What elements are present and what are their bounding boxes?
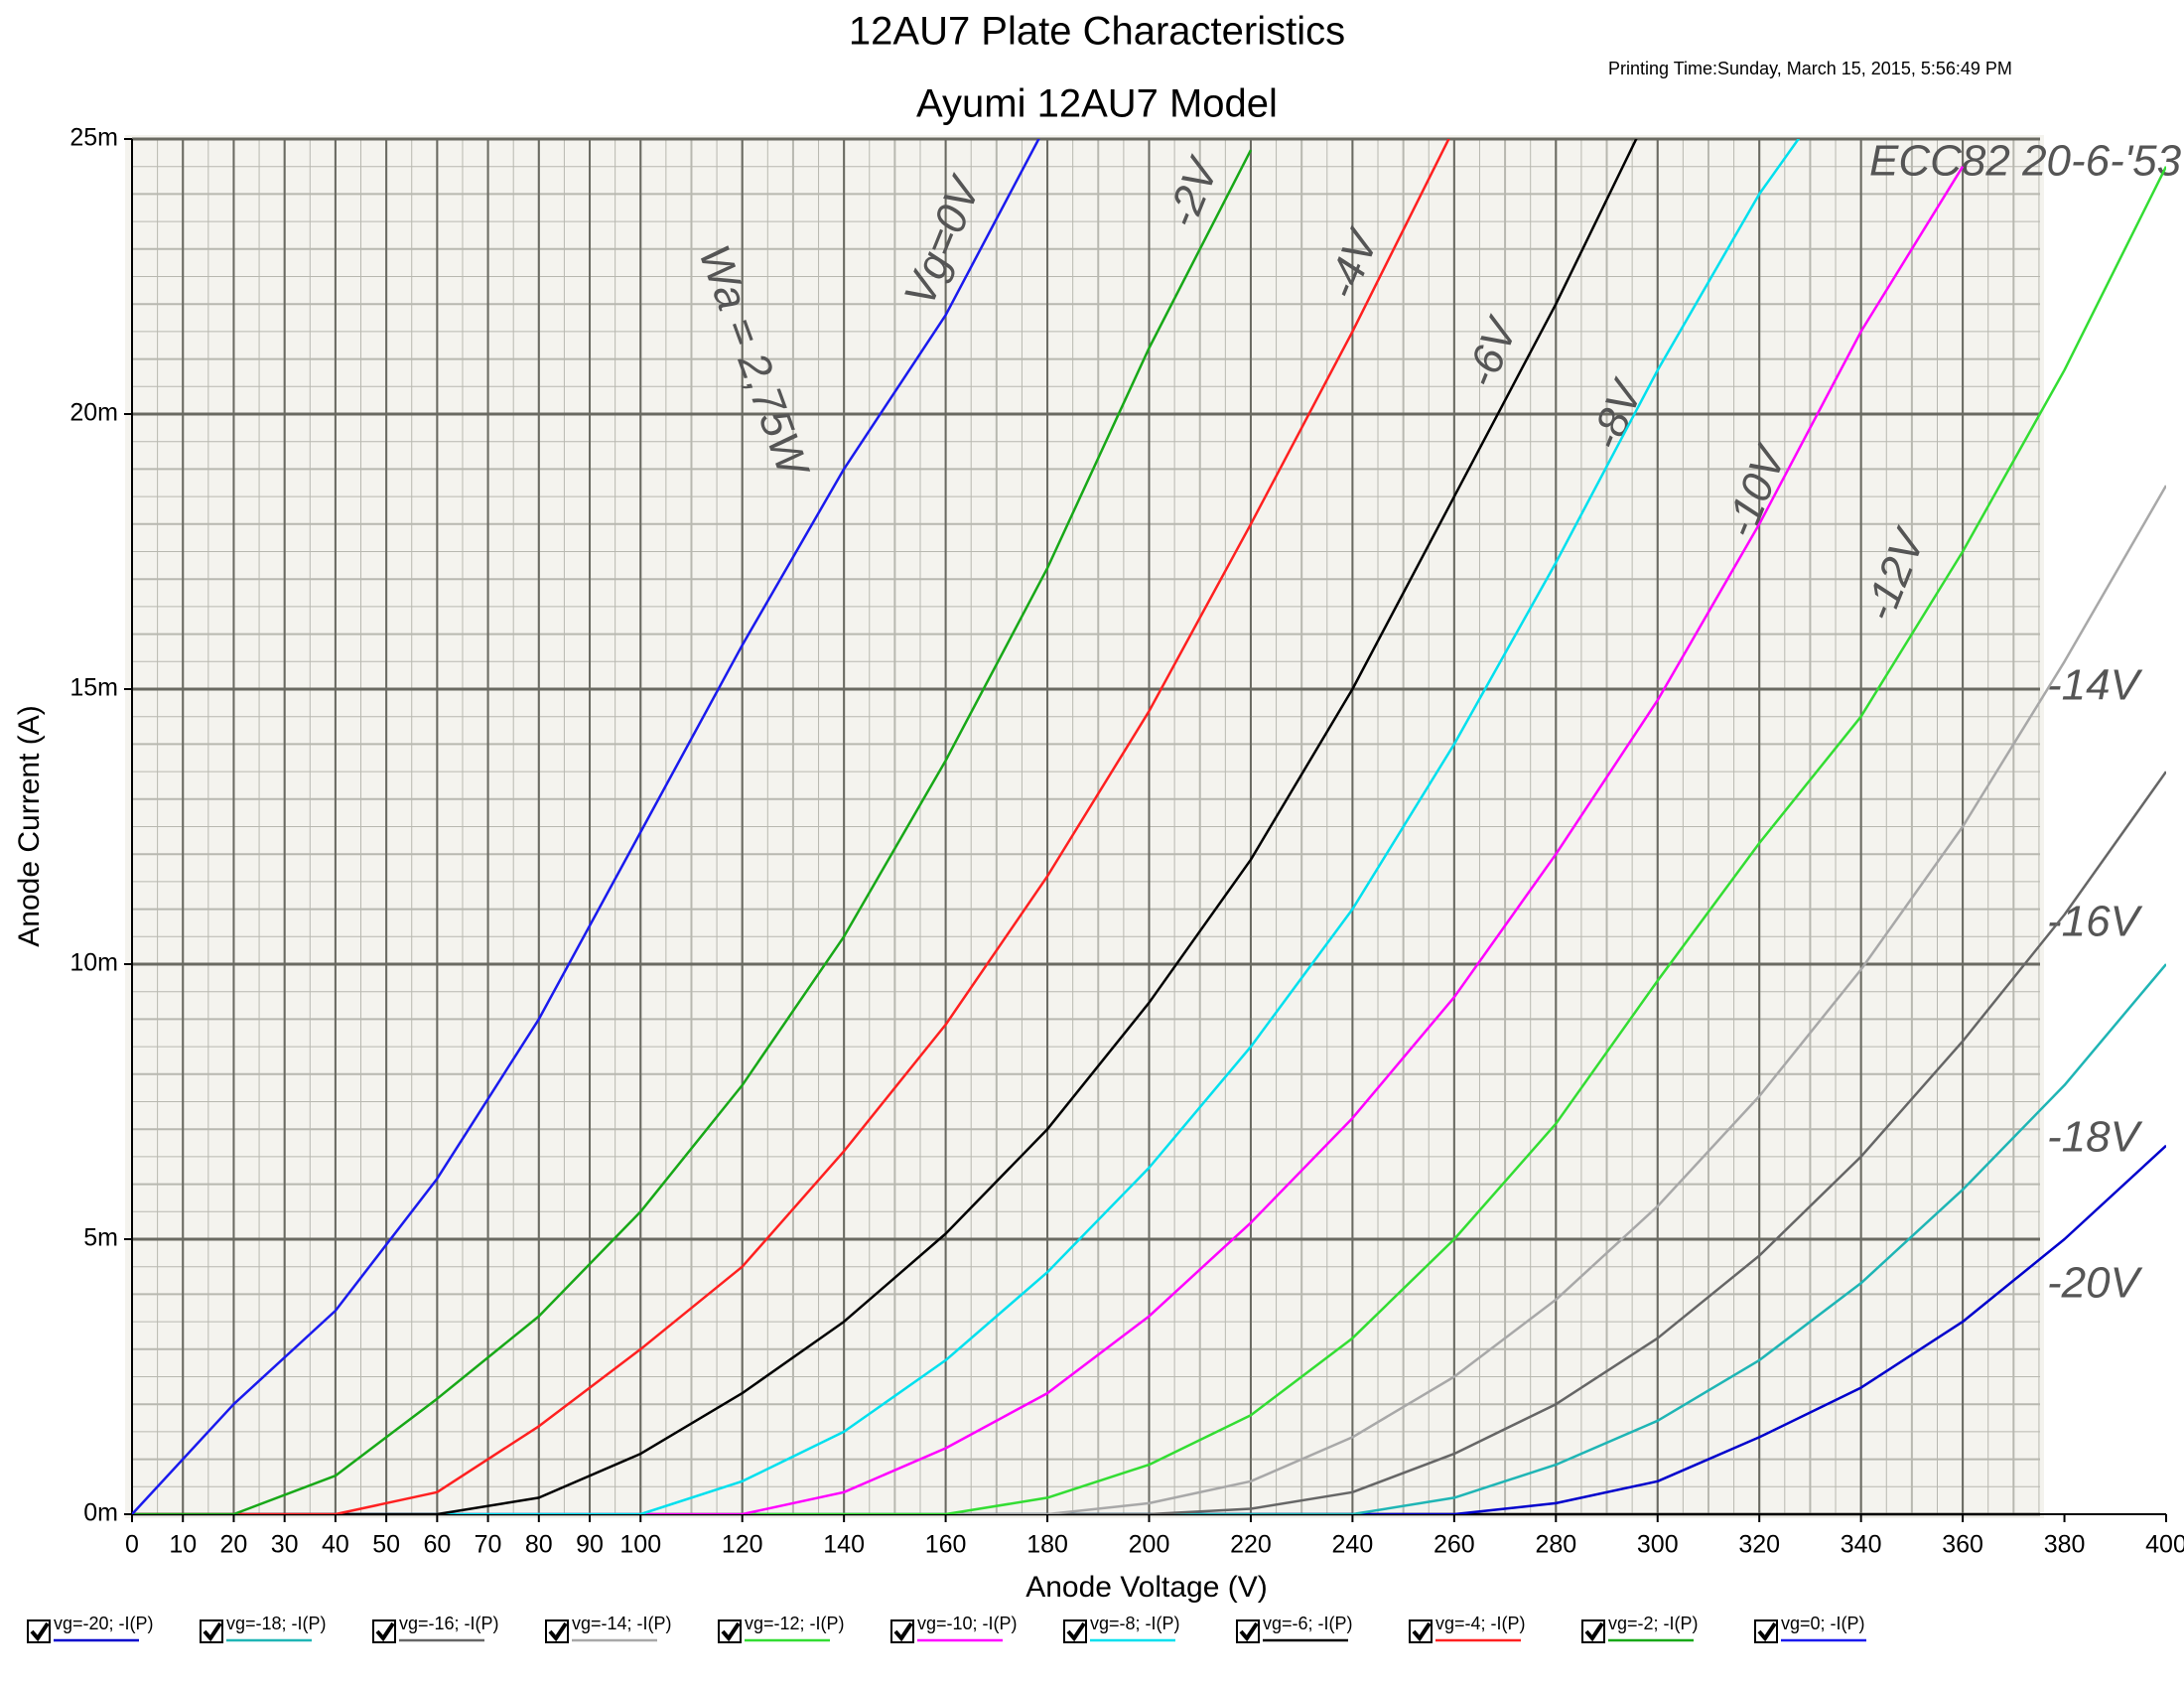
x-tick-label: 300 [1637,1531,1679,1559]
series-line [132,166,2166,1514]
x-tick-label: 120 [722,1531,763,1559]
legend-check [203,1621,222,1642]
x-tick-label: 60 [423,1531,451,1559]
series-line [132,1144,2166,1514]
x-tick-label: 180 [1026,1531,1068,1559]
legend-label: vg=-10; -I(P) [917,1614,1018,1633]
x-tick-label: 50 [372,1531,400,1559]
legend-label: vg=-4; -I(P) [1435,1614,1526,1633]
x-tick-label: 380 [2044,1531,2086,1559]
legend-label: vg=-2; -I(P) [1608,1614,1699,1633]
plot-area [132,139,2166,1514]
x-tick-label: 0 [125,1531,139,1559]
annotation: -20V [2047,1259,2143,1308]
series-line [132,771,2166,1514]
legend-check [893,1621,913,1642]
legend-check [1757,1621,1777,1642]
x-tick-label: 240 [1332,1531,1374,1559]
series-line [132,963,2166,1514]
x-tick-label: 260 [1433,1531,1475,1559]
y-axis-label: Anode Current (A) [13,705,46,946]
legend-check [375,1621,395,1642]
x-axis-label: Anode Voltage (V) [1025,1571,1268,1604]
x-tick-label: 400 [2145,1531,2184,1559]
legend-check [721,1621,741,1642]
x-tick-label: 220 [1230,1531,1272,1559]
series-line [132,485,2166,1514]
x-tick-label: 40 [322,1531,349,1559]
annotation: -16V [2047,898,2143,946]
series-line [132,149,1253,1514]
legend-label: vg=-8; -I(P) [1090,1614,1180,1633]
legend-check [30,1621,50,1642]
legend-check [1584,1621,1604,1642]
printing-time: Printing Time:Sunday, March 15, 2015, 5:… [1608,59,2012,78]
legend-label: vg=-12; -I(P) [745,1614,845,1633]
chart-subtitle: Ayumi 12AU7 Model [916,82,1278,126]
x-tick-label: 200 [1129,1531,1170,1559]
x-tick-label: 90 [576,1531,604,1559]
legend-check [1066,1621,1086,1642]
legend-label: vg=0; -I(P) [1781,1614,1865,1633]
x-tick-label: 30 [271,1531,299,1559]
series-line [132,139,1801,1514]
y-tick-label: 20m [69,399,118,427]
x-tick-label: 280 [1535,1531,1576,1559]
annotation: ECC82 20-6-'53 [1869,137,2182,186]
x-tick-label: 80 [525,1531,553,1559]
legend-check [1412,1621,1432,1642]
legend-label: vg=-6; -I(P) [1263,1614,1353,1633]
series-line [132,139,1450,1514]
x-tick-label: 160 [925,1531,967,1559]
annotation: -14V [2047,661,2143,710]
x-tick-label: 340 [1841,1531,1882,1559]
series-line [132,139,1040,1514]
y-tick-label: 10m [69,949,118,977]
series-line [132,166,1965,1514]
x-tick-label: 140 [823,1531,865,1559]
legend-label: vg=-18; -I(P) [226,1614,327,1633]
y-tick-label: 0m [83,1499,118,1527]
legend-check [548,1621,568,1642]
x-tick-label: 20 [220,1531,248,1559]
x-tick-label: 100 [619,1531,661,1559]
legend-label: vg=-16; -I(P) [399,1614,499,1633]
legend-label: vg=-20; -I(P) [54,1614,154,1633]
annotation: -18V [2047,1113,2143,1162]
chart-title: 12AU7 Plate Characteristics [849,10,1345,54]
x-tick-label: 10 [169,1531,197,1559]
y-tick-label: 15m [69,674,118,702]
y-tick-label: 25m [69,124,118,152]
legend-label: vg=-14; -I(P) [572,1614,672,1633]
x-tick-label: 320 [1738,1531,1780,1559]
x-tick-label: 70 [475,1531,502,1559]
series-line [132,139,1638,1514]
y-tick-label: 5m [83,1224,118,1252]
legend-check [1239,1621,1259,1642]
x-tick-label: 360 [1942,1531,1983,1559]
